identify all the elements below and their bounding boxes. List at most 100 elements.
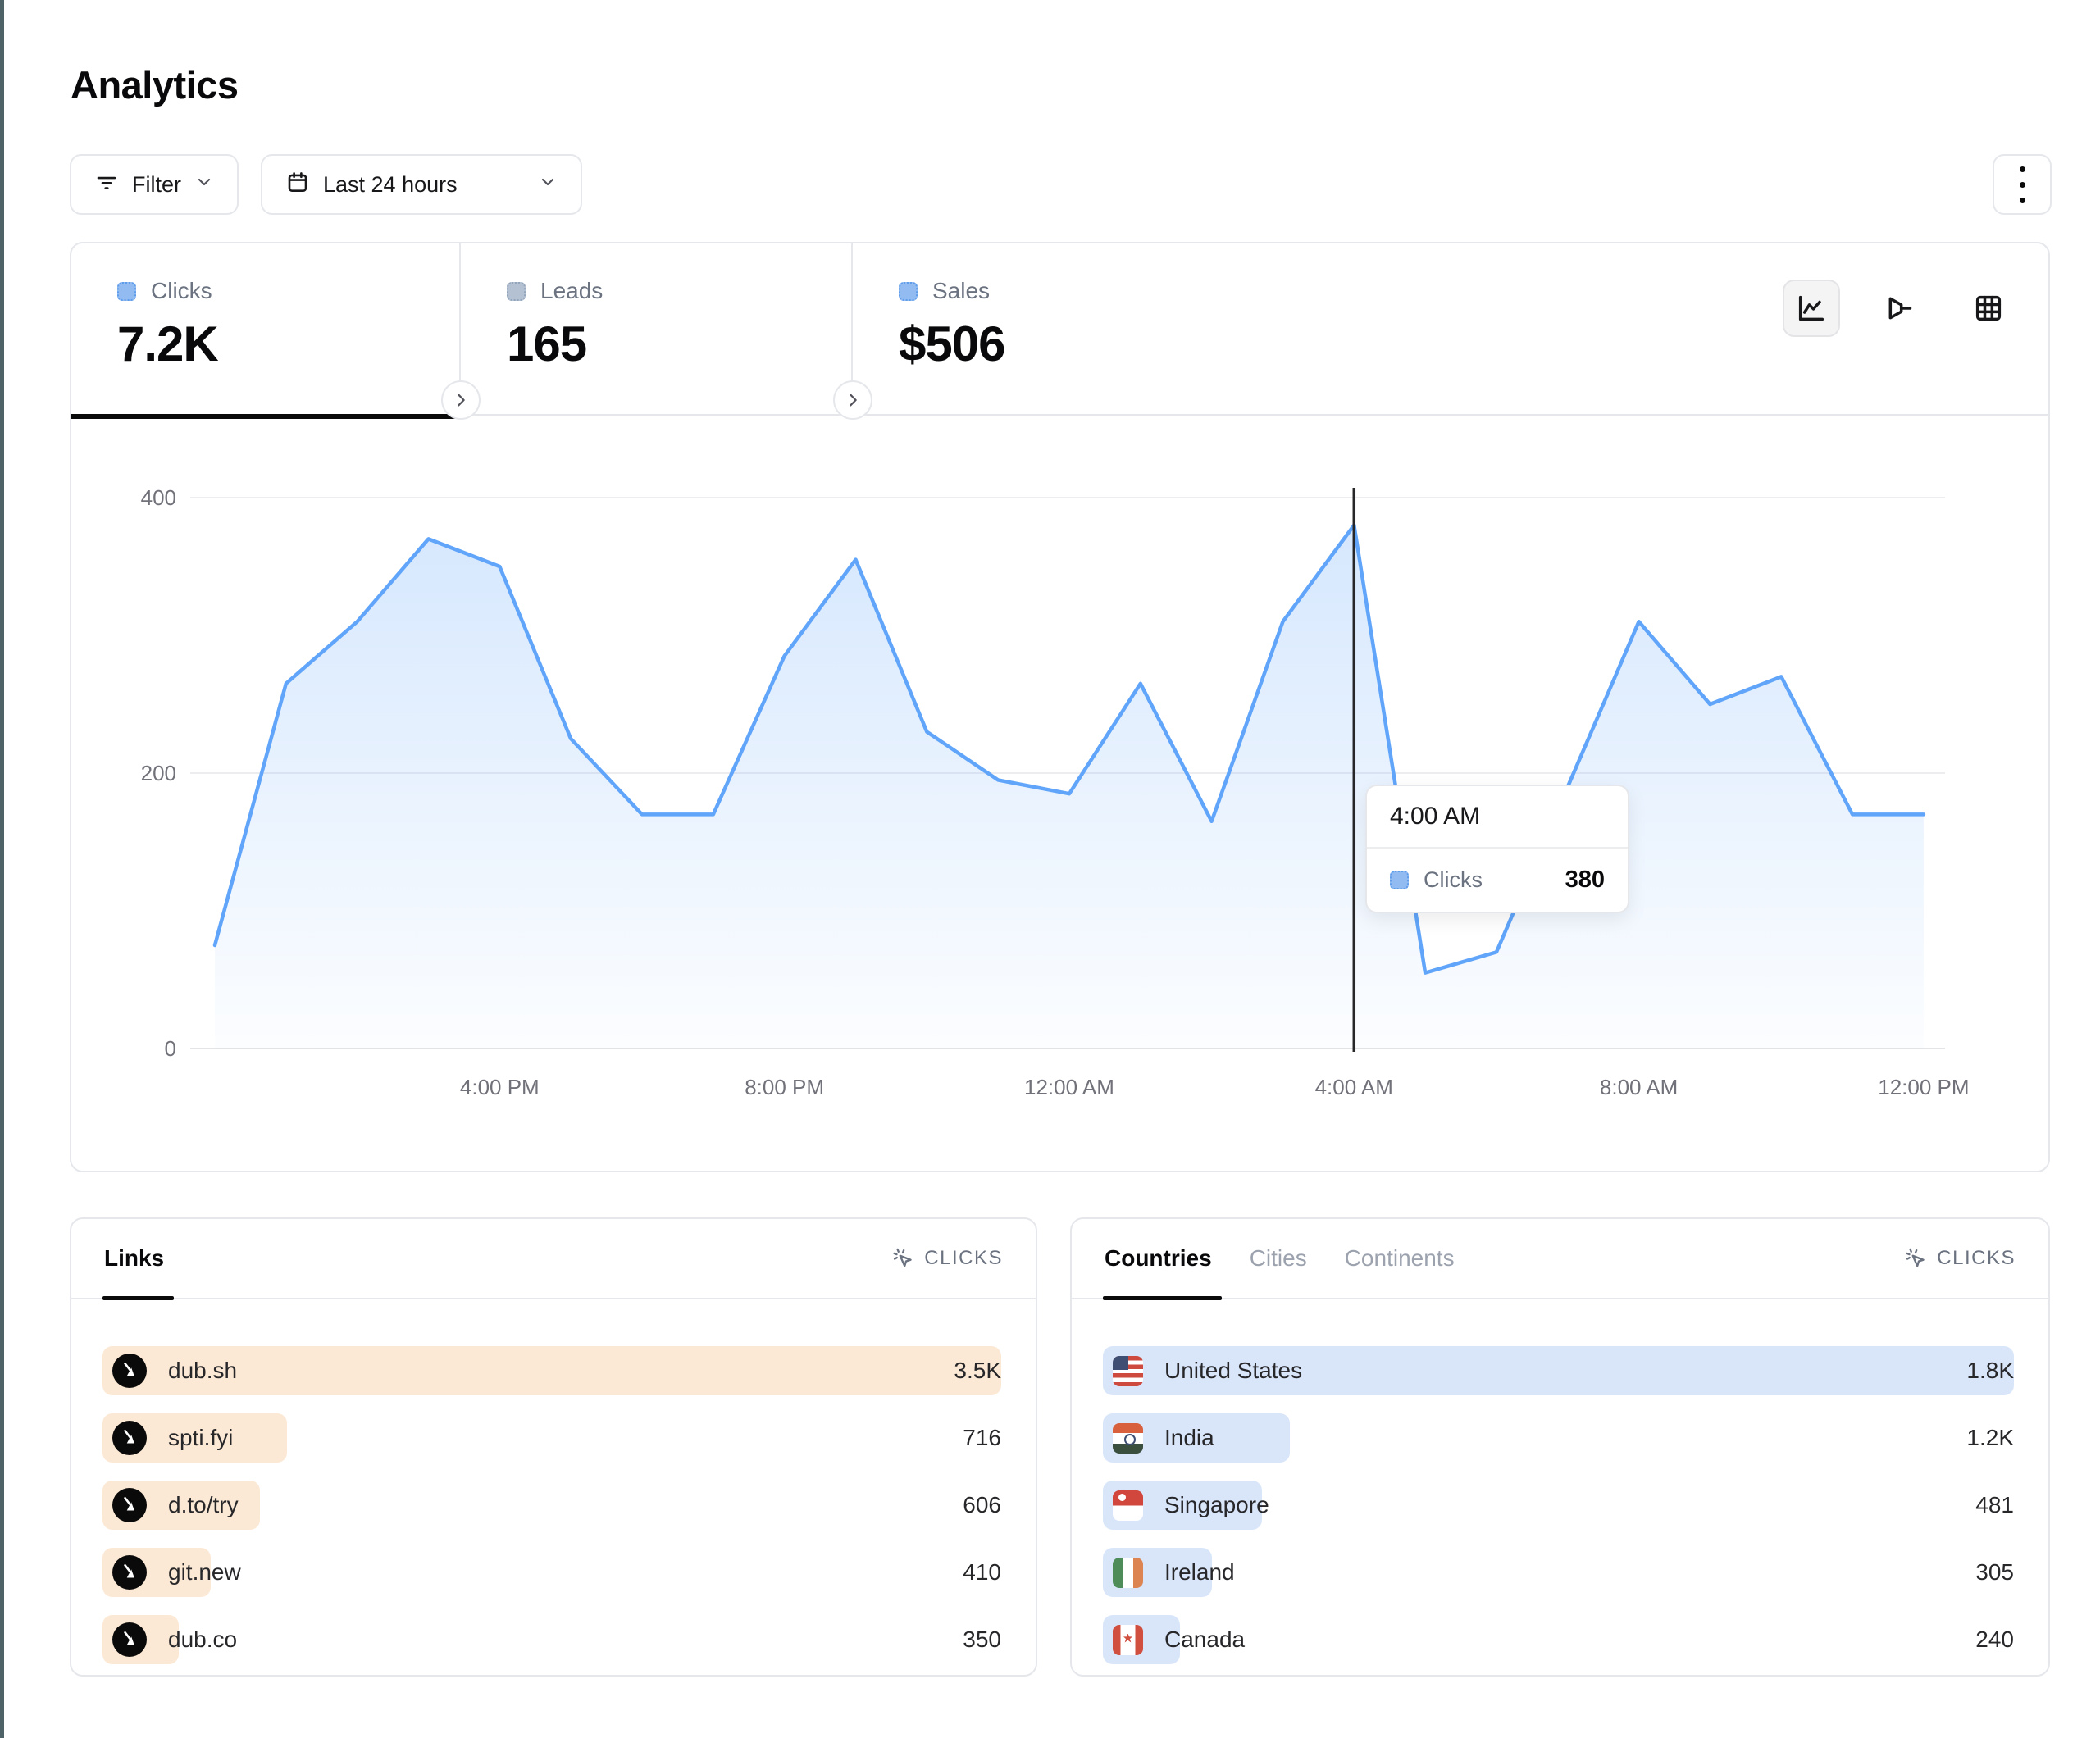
grid-view-button[interactable] (1960, 280, 2017, 337)
filter-icon (94, 170, 119, 200)
tab-clicks[interactable]: Clicks 7.2K (71, 243, 461, 419)
item-label: dub.sh (168, 1358, 238, 1383)
list-item[interactable]: Ireland 305 (1103, 1548, 2014, 1597)
expand-leads-button[interactable] (833, 380, 872, 420)
chart-series (212, 488, 1926, 1052)
list-item[interactable]: United States 1.8K (1103, 1346, 2014, 1395)
list-item[interactable]: d.to/try 606 (102, 1481, 1001, 1530)
y-tick-label: 200 (141, 761, 176, 785)
dub-logo-icon (112, 1555, 147, 1590)
calendar-icon (285, 170, 310, 200)
x-tick-label: 4:00 AM (1315, 1075, 1393, 1099)
x-tick-label: 4:00 PM (460, 1075, 540, 1099)
grid-icon (1975, 295, 2002, 321)
tab-countries[interactable]: Countries (1103, 1219, 1222, 1300)
item-value: 305 (1975, 1559, 2014, 1585)
sg-flag-icon (1113, 1490, 1143, 1521)
ie-flag-icon (1113, 1557, 1143, 1588)
countries-metric-button[interactable]: CLICKS (1904, 1247, 2016, 1270)
x-tick-label: 8:00 AM (1600, 1075, 1678, 1099)
tab-continents[interactable]: Continents (1345, 1219, 1455, 1298)
item-label: Canada (1164, 1627, 1246, 1652)
list-item[interactable]: spti.fyi 716 (102, 1413, 1001, 1463)
clicks-line (212, 523, 1926, 975)
clicks-area-chart[interactable]: 0 200 400 4:00 PM 8:00 PM 12:00 AM 4:00 AM 8:00… (71, 416, 2050, 1171)
countries-panel: Countries Cities Continents CLICKS United … (1070, 1217, 2050, 1677)
line-chart-icon (1798, 295, 1824, 321)
tab-sales[interactable]: Sales $506 (853, 243, 1246, 416)
page-title: Analytics (71, 63, 239, 107)
in-flag-icon (1113, 1422, 1143, 1454)
chart-type-switcher (1783, 280, 2017, 337)
chevron-right-icon (458, 394, 465, 407)
item-value: 240 (1975, 1627, 2014, 1652)
cursor-click-icon (893, 1248, 913, 1267)
item-value: 410 (963, 1559, 1001, 1585)
list-item[interactable]: dub.co 350 (102, 1615, 1001, 1664)
links-metric-label: CLICKS (924, 1247, 1003, 1269)
links-tab-label: Links (104, 1245, 165, 1271)
us-flag-icon (1113, 1355, 1143, 1386)
x-tick-label: 8:00 PM (745, 1075, 824, 1099)
dub-logo-icon (112, 1354, 147, 1388)
leads-tab-label: Leads (540, 278, 604, 303)
clicks-tab-label: Clicks (151, 278, 212, 303)
stats-tab-bar: Clicks 7.2K Leads 165 Sales $506 (71, 243, 2048, 420)
item-label: dub.co (168, 1627, 238, 1652)
date-range-label: Last 24 hours (323, 171, 458, 197)
item-value: 606 (963, 1492, 1001, 1517)
chart-axis-labels: 0 200 400 4:00 PM 8:00 PM 12:00 AM 4:00 AM 8:00… (141, 485, 1970, 1099)
x-tick-label: 12:00 AM (1024, 1075, 1114, 1099)
chart-tooltip: 4:00 AM Clicks 380 (1365, 785, 1629, 913)
countries-tab-label: Countries (1105, 1245, 1212, 1271)
item-label: Ireland (1164, 1559, 1235, 1585)
item-label: d.to/try (168, 1492, 239, 1517)
cursor-click-icon (1906, 1248, 1925, 1267)
filter-button[interactable]: Filter (70, 154, 239, 215)
date-range-button[interactable]: Last 24 hours (261, 154, 582, 215)
area-fill (215, 525, 1924, 1049)
funnel-chart-icon (1888, 297, 1912, 320)
bar-fill (1103, 1346, 2014, 1395)
clicks-tab-value: 7.2K (117, 316, 219, 371)
list-item[interactable]: dub.sh 3.5K (102, 1346, 1001, 1395)
dub-logo-icon (112, 1421, 147, 1455)
dub-logo-icon (112, 1622, 147, 1657)
funnel-view-button[interactable] (1871, 280, 1929, 337)
links-panel: Links CLICKS dub.sh 3.5K spti.fyi 716 d.to/t… (70, 1217, 1037, 1677)
bar-fill (102, 1346, 1001, 1395)
links-metric-button[interactable]: CLICKS (891, 1247, 1003, 1270)
item-value: 481 (1975, 1492, 2014, 1517)
item-value: 1.8K (1966, 1358, 2014, 1383)
window-edge-strip (0, 0, 4, 1738)
tooltip-series-label: Clicks (1424, 867, 1483, 892)
ca-flag-icon (1113, 1624, 1143, 1655)
line-chart-view-button[interactable] (1783, 280, 1840, 337)
tab-leads[interactable]: Leads 165 (461, 243, 853, 416)
more-options-button[interactable] (1993, 154, 2052, 215)
tooltip-value: 380 (1565, 867, 1605, 893)
expand-clicks-button[interactable] (441, 380, 481, 420)
list-item[interactable]: India 1.2K (1103, 1413, 2014, 1463)
leads-legend-square (507, 281, 526, 301)
tab-cities[interactable]: Cities (1250, 1219, 1307, 1298)
x-tick-label: 12:00 PM (1878, 1075, 1969, 1099)
sales-tab-value: $506 (899, 316, 1005, 371)
item-value: 3.5K (954, 1358, 1001, 1383)
list-item[interactable]: git.new 410 (102, 1548, 1001, 1597)
item-label: spti.fyi (168, 1425, 234, 1450)
list-item[interactable]: Singapore 481 (1103, 1481, 2014, 1530)
list-item[interactable]: Canada 240 (1103, 1615, 2014, 1664)
chevron-down-icon (194, 172, 214, 198)
continents-tab-label: Continents (1344, 1245, 1455, 1271)
dub-logo-icon (112, 1488, 147, 1522)
item-label: United States (1164, 1358, 1303, 1383)
clicks-legend-square (117, 281, 136, 301)
y-tick-label: 0 (165, 1036, 176, 1061)
tab-links[interactable]: Links (102, 1219, 175, 1300)
kebab-icon (2019, 166, 2025, 203)
item-label: git.new (168, 1559, 241, 1585)
item-label: Singapore (1164, 1492, 1269, 1517)
cities-tab-label: Cities (1249, 1245, 1307, 1271)
